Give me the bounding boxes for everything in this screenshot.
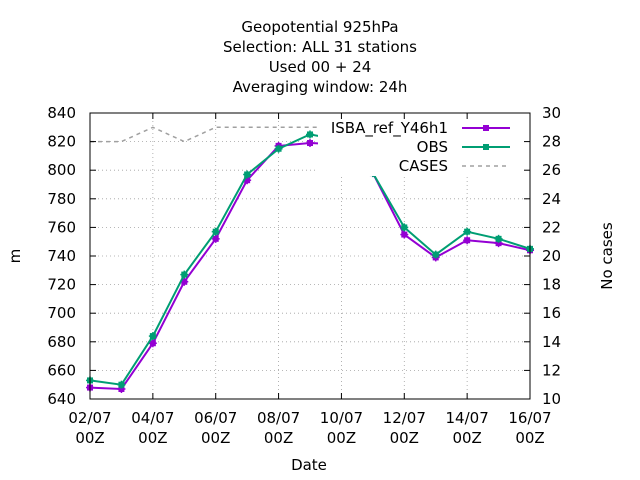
x-tick-label: 08/07	[257, 409, 300, 427]
y2-tick-label: 24	[542, 190, 561, 208]
y2-tick-label: 18	[542, 276, 561, 294]
x-tick-label: 00Z	[452, 429, 481, 447]
y2-axis-label: No cases	[598, 222, 616, 290]
y-tick-label: 660	[47, 361, 76, 379]
chart-title-line: Selection: ALL 31 stations	[223, 38, 417, 56]
y-tick-label: 740	[47, 247, 76, 265]
x-tick-label: 00Z	[515, 429, 544, 447]
y2-tick-label: 12	[542, 361, 561, 379]
axis-ticks: 640 660 680 700 720 740 760 780 800 820 840 10 12 14 1…	[47, 104, 561, 447]
y-tick-label: 700	[47, 304, 76, 322]
chart-title-line: Averaging window: 24h	[233, 78, 408, 96]
axis-labels: Date m No cases	[6, 222, 616, 474]
y-tick-label: 840	[47, 104, 76, 122]
y2-tick-label: 30	[542, 104, 561, 122]
y-tick-label: 760	[47, 218, 76, 236]
x-axis-label: Date	[291, 456, 327, 474]
y-tick-label: 780	[47, 190, 76, 208]
y2-tick-label: 22	[542, 218, 561, 236]
y-axis-label: m	[6, 249, 24, 264]
legend-marker	[483, 125, 489, 131]
x-tick-label: 14/07	[446, 409, 489, 427]
legend-label: ISBA_ref_Y46h1	[331, 119, 448, 138]
chart-title-line: Used 00 + 24	[269, 58, 372, 76]
series-line-isba-ref-y46h1	[89, 141, 531, 391]
y-tick-label: 640	[47, 390, 76, 408]
y2-tick-label: 26	[542, 161, 561, 179]
y2-tick-label: 10	[542, 390, 561, 408]
y2-tick-label: 20	[542, 247, 561, 265]
legend-marker	[483, 144, 489, 150]
legend-label: CASES	[399, 157, 448, 175]
x-tick-label: 12/07	[383, 409, 426, 427]
y-tick-label: 820	[47, 133, 76, 151]
legend-label: OBS	[417, 138, 448, 156]
x-tick-label: 10/07	[320, 409, 363, 427]
x-tick-label: 00Z	[138, 429, 167, 447]
chart-title: Geopotential 925hPa Selection: ALL 31 sta…	[223, 18, 417, 96]
y-tick-label: 720	[47, 276, 76, 294]
x-tick-label: 00Z	[264, 429, 293, 447]
y2-tick-label: 28	[542, 133, 561, 151]
chart-title-line: Geopotential 925hPa	[241, 18, 398, 36]
y-tick-label: 680	[47, 333, 76, 351]
x-tick-label: 02/07	[68, 409, 111, 427]
y2-tick-label: 14	[542, 333, 561, 351]
x-tick-label: 16/07	[508, 409, 551, 427]
x-tick-label: 06/07	[194, 409, 237, 427]
x-tick-label: 00Z	[327, 429, 356, 447]
x-tick-label: 00Z	[390, 429, 419, 447]
y-tick-label: 800	[47, 161, 76, 179]
y2-tick-label: 16	[542, 304, 561, 322]
x-tick-label: 00Z	[201, 429, 230, 447]
x-tick-label: 04/07	[131, 409, 174, 427]
x-tick-label: 00Z	[75, 429, 104, 447]
